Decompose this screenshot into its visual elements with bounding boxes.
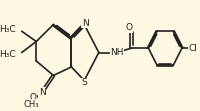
- Text: N: N: [82, 19, 88, 28]
- Text: CH₃: CH₃: [23, 100, 39, 109]
- Text: S: S: [81, 78, 87, 87]
- Text: NH: NH: [110, 48, 124, 57]
- Text: N: N: [39, 88, 46, 97]
- Text: Cl: Cl: [188, 44, 197, 53]
- Text: H₃C: H₃C: [0, 25, 16, 34]
- Text: O: O: [29, 93, 36, 102]
- Text: H₃C: H₃C: [0, 50, 16, 59]
- Text: O: O: [126, 23, 133, 32]
